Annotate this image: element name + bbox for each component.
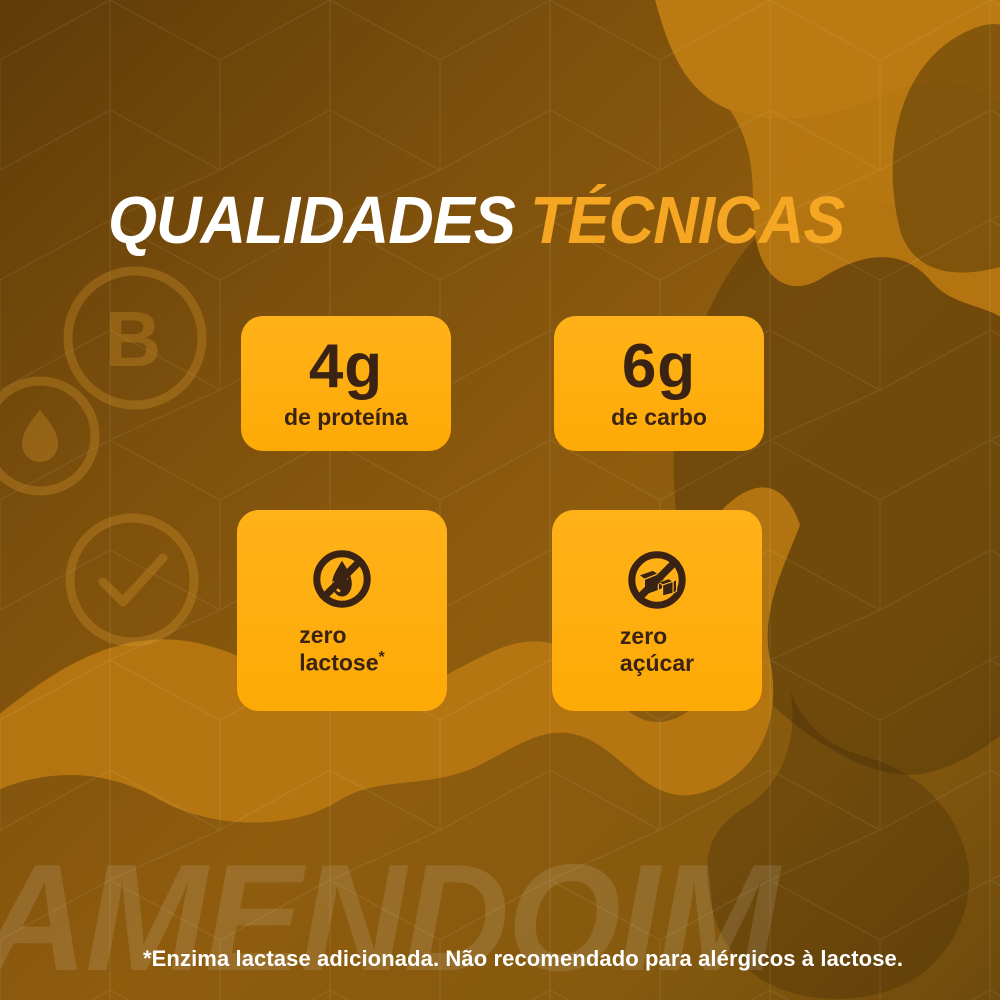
svg-text:B: B <box>105 295 161 383</box>
